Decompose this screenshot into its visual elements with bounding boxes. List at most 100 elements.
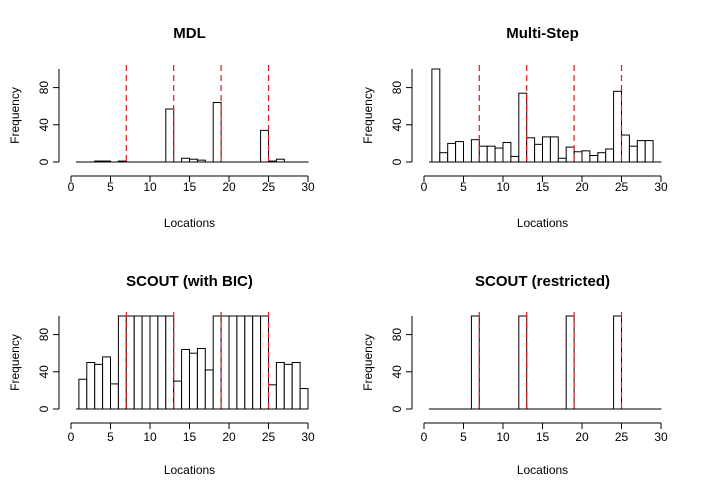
- histogram-bar: [470, 315, 480, 410]
- histogram-bar: [526, 137, 536, 163]
- x-tick-label: 10: [143, 430, 157, 444]
- histogram-bar: [260, 129, 270, 163]
- panel-scout-bic: SCOUT (with BIC) 0 5 10 15 20 25 30 0 40 80 Locatio…: [8, 273, 315, 477]
- x-tick-label: 15: [183, 180, 197, 194]
- x-tick-label: 20: [575, 430, 589, 444]
- x-tick-label: 10: [496, 430, 510, 444]
- histogram-bar: [621, 134, 630, 163]
- x-tick-label: 25: [262, 430, 276, 444]
- histogram-bar: [613, 315, 622, 410]
- chart-title: SCOUT (restricted): [475, 273, 610, 290]
- histogram-bar: [236, 315, 246, 410]
- y-tick-label: 0: [37, 405, 51, 412]
- y-tick-label: 40: [390, 365, 404, 379]
- y-tick-label: 80: [390, 328, 404, 342]
- histogram-bar: [439, 152, 449, 163]
- x-tick-label: 0: [68, 430, 75, 444]
- histogram-bar: [455, 141, 465, 163]
- x-tick-label: 5: [107, 430, 114, 444]
- x-tick-label: 15: [536, 180, 550, 194]
- histogram-bar: [510, 155, 520, 163]
- histogram-bar: [78, 378, 88, 410]
- histogram-bar: [157, 315, 167, 410]
- y-tick-label: 40: [390, 118, 404, 132]
- histogram-bar: [589, 154, 599, 163]
- histogram-bar: [212, 315, 222, 410]
- histogram-bar: [173, 380, 183, 410]
- x-tick-label: 20: [222, 430, 236, 444]
- x-tick-label: 5: [460, 180, 467, 194]
- histogram-bar: [133, 315, 143, 410]
- histogram-bar: [518, 315, 528, 410]
- x-tick-label: 5: [107, 180, 114, 194]
- histogram-bar: [605, 148, 615, 163]
- histogram-bar: [447, 142, 457, 163]
- x-axis-label: Locations: [517, 463, 568, 477]
- histogram-bar: [581, 150, 591, 163]
- chart-title: Multi-Step: [506, 25, 579, 42]
- histogram-bar: [260, 315, 270, 410]
- histogram-bar: [549, 136, 559, 163]
- histogram-bar: [189, 352, 198, 410]
- histogram-bar: [494, 147, 504, 163]
- histogram-bar: [283, 363, 293, 410]
- histogram-bar: [478, 145, 488, 163]
- x-tick-label: 30: [301, 430, 315, 444]
- chart-title: SCOUT (with BIC): [126, 273, 253, 290]
- histogram-bar: [486, 145, 496, 163]
- histogram-bar: [196, 348, 206, 410]
- panel-mdl: MDL 0 5 10 15 20 25 30 0 40 80 Locations Frequency: [8, 25, 315, 230]
- x-tick-label: 30: [654, 180, 668, 194]
- histogram-bar: [110, 383, 119, 410]
- histogram-bar: [534, 143, 543, 163]
- x-tick-label: 0: [421, 430, 428, 444]
- x-tick-label: 0: [68, 180, 75, 194]
- x-tick-label: 0: [421, 180, 428, 194]
- histogram-bar: [573, 151, 583, 163]
- histogram-bar: [470, 139, 480, 163]
- histogram-bar: [86, 362, 96, 410]
- histogram-bar: [542, 136, 551, 163]
- chart-title: MDL: [173, 25, 206, 42]
- histogram-bar: [597, 152, 607, 163]
- histogram-bar: [102, 356, 111, 410]
- y-axis-label: Frequency: [361, 87, 375, 144]
- y-tick-label: 80: [37, 81, 51, 95]
- histogram-bar: [628, 145, 638, 163]
- histogram-bar: [204, 369, 214, 410]
- histogram-bar: [117, 315, 127, 410]
- y-axis-label: Frequency: [361, 334, 375, 391]
- histogram-bar: [613, 90, 622, 163]
- x-tick-label: 10: [143, 180, 157, 194]
- x-tick-label: 30: [301, 180, 315, 194]
- histogram-bar: [181, 157, 191, 163]
- y-tick-label: 40: [37, 118, 51, 132]
- histogram-bar: [565, 146, 575, 163]
- y-tick-label: 80: [37, 328, 51, 342]
- x-axis-label: Locations: [164, 216, 215, 230]
- x-axis-label: Locations: [517, 216, 568, 230]
- histogram-bar: [636, 140, 646, 163]
- histogram-bar: [518, 92, 528, 163]
- x-tick-label: 15: [183, 430, 197, 444]
- x-tick-label: 25: [262, 180, 276, 194]
- histogram-bar: [165, 108, 175, 163]
- y-tick-label: 40: [37, 365, 51, 379]
- y-axis-label: Frequency: [8, 87, 22, 144]
- histogram-bar: [268, 384, 277, 410]
- histogram-bar: [431, 68, 441, 163]
- histogram-bar: [252, 315, 262, 410]
- histogram-bar: [275, 362, 285, 410]
- histogram-bar: [299, 388, 309, 410]
- histogram-bar: [181, 348, 191, 410]
- x-tick-label: 20: [575, 180, 589, 194]
- x-tick-label: 5: [460, 430, 467, 444]
- y-axis-label: Frequency: [8, 334, 22, 391]
- histogram-bar: [220, 315, 230, 410]
- x-tick-label: 10: [496, 180, 510, 194]
- x-tick-label: 25: [615, 430, 629, 444]
- histogram-bar: [565, 315, 575, 410]
- histogram-bar: [212, 101, 222, 163]
- panel-scout-restricted: SCOUT (restricted) 0 5 10 15 20 25 30 0 40 80 Locat…: [361, 273, 668, 477]
